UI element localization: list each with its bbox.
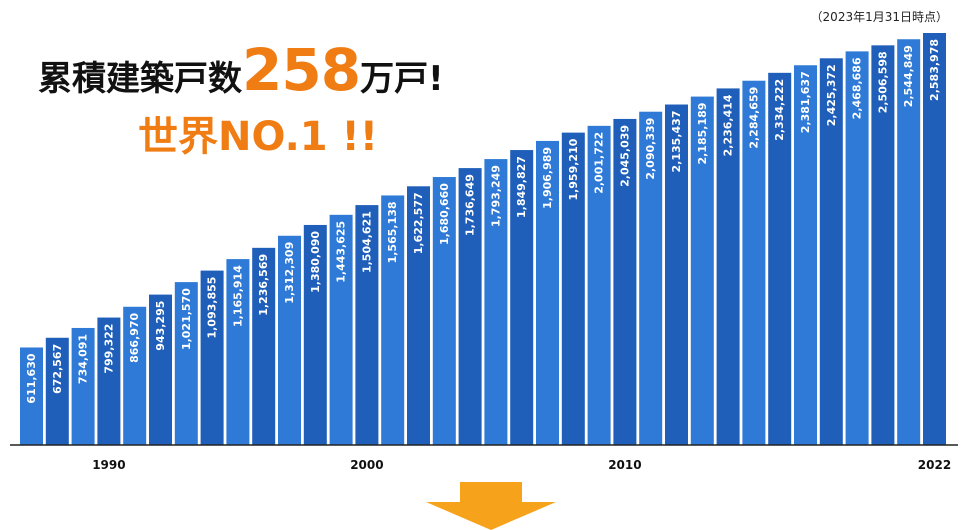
headline: 累積建築戸数258万戸! [38,36,444,104]
bar-2011 [639,111,663,445]
bar-value-label: 1,565,138 [386,201,399,263]
bar-value-label: 2,334,222 [773,79,786,141]
headline-lead: 累積建築戸数 [38,59,242,99]
x-tick-label: 1990 [92,458,125,472]
bar-2018 [819,58,843,445]
x-tick-label: 2022 [918,458,951,472]
bar-2015 [742,80,766,445]
bar-value-label: 1,443,625 [335,221,348,283]
bar-value-label: 1,021,570 [180,288,193,350]
bar-2000 [355,205,379,445]
bar-value-label: 1,236,569 [257,254,270,316]
bar-2007 [536,140,559,445]
bar-2020 [871,45,895,446]
bar-2004 [458,168,482,445]
bar-1992 [149,294,172,445]
bar-value-label: 2,381,637 [799,71,812,133]
bar-2014 [716,88,740,445]
bar-2016 [768,72,792,445]
bar-value-label: 866,970 [128,312,141,362]
bar-value-label: 799,322 [102,324,115,374]
bar-1991 [123,306,147,445]
down-arrow-icon [426,482,556,530]
bar-2002 [407,186,430,445]
bar-2001 [381,195,405,445]
bar-value-label: 2,185,189 [696,103,709,165]
bar-2006 [510,150,534,445]
bar-value-label: 1,380,090 [309,231,322,293]
bar-value-label: 1,906,989 [541,147,554,209]
bar-1997 [278,235,301,445]
bar-value-label: 734,091 [77,334,90,384]
bar-2003 [432,177,456,446]
bar-1996 [252,247,276,445]
bar-2022 [923,33,946,445]
bar-1989 [71,327,95,445]
bar-1988 [45,337,69,445]
bar-1994 [200,270,224,445]
bar-2021 [897,39,921,445]
bar-1998 [303,224,327,445]
bar-value-label: 1,504,621 [360,211,373,273]
bar-value-label: 1,849,827 [515,156,528,218]
bar-value-label: 1,622,577 [412,192,425,254]
bar-value-label: 672,567 [51,344,64,394]
headline-number: 258 [242,36,361,104]
bar-value-label: 1,165,914 [231,265,244,327]
bar-1990 [97,317,121,445]
bar-2005 [484,159,508,445]
bar-2008 [561,132,585,446]
bar-value-label: 1,736,649 [464,174,477,236]
x-tick-label: 2000 [350,458,383,472]
bar-1999 [329,214,353,445]
bar-value-label: 2,583,978 [928,39,941,101]
bar-value-label: 2,544,849 [902,45,915,107]
bar-value-label: 943,295 [154,301,167,351]
cumulative-units-bar-chart: 611,630 672,567 734,091 799,322 866,970 943,2… [10,33,958,472]
bar-2009 [587,125,611,445]
bar-2010 [613,118,637,445]
bar-1987 [20,347,43,445]
bar-value-label: 1,312,309 [283,242,296,304]
bar-1993 [174,282,198,445]
bar-value-label: 2,506,598 [876,51,889,113]
bar-value-label: 2,284,659 [747,87,760,149]
bar-value-label: 2,001,722 [593,132,606,194]
bar-value-label: 2,468,686 [851,57,864,119]
headline-subtitle: 世界NO.1 !! [138,114,379,160]
bar-value-label: 2,236,414 [722,94,735,156]
bar-value-label: 2,090,339 [644,118,657,180]
bar-value-label: 2,425,372 [825,64,838,126]
bar-1995 [226,259,250,445]
bar-value-label: 1,680,660 [438,183,451,245]
bar-value-label: 2,135,437 [670,111,683,173]
bar-2017 [794,65,817,445]
bar-value-label: 1,093,855 [206,277,219,339]
bar-value-label: 2,045,039 [618,125,631,187]
bar-value-label: 611,630 [25,353,38,403]
bar-2013 [690,96,714,446]
headline-tail: 万戸! [360,59,444,99]
x-tick-label: 2010 [608,458,641,472]
bar-value-label: 1,793,249 [489,165,502,227]
bar-value-label: 1,959,210 [567,138,580,200]
bar-2012 [665,104,688,445]
bar-2019 [845,51,869,445]
as-of-date-note: （2023年1月31日時点） [810,10,948,24]
